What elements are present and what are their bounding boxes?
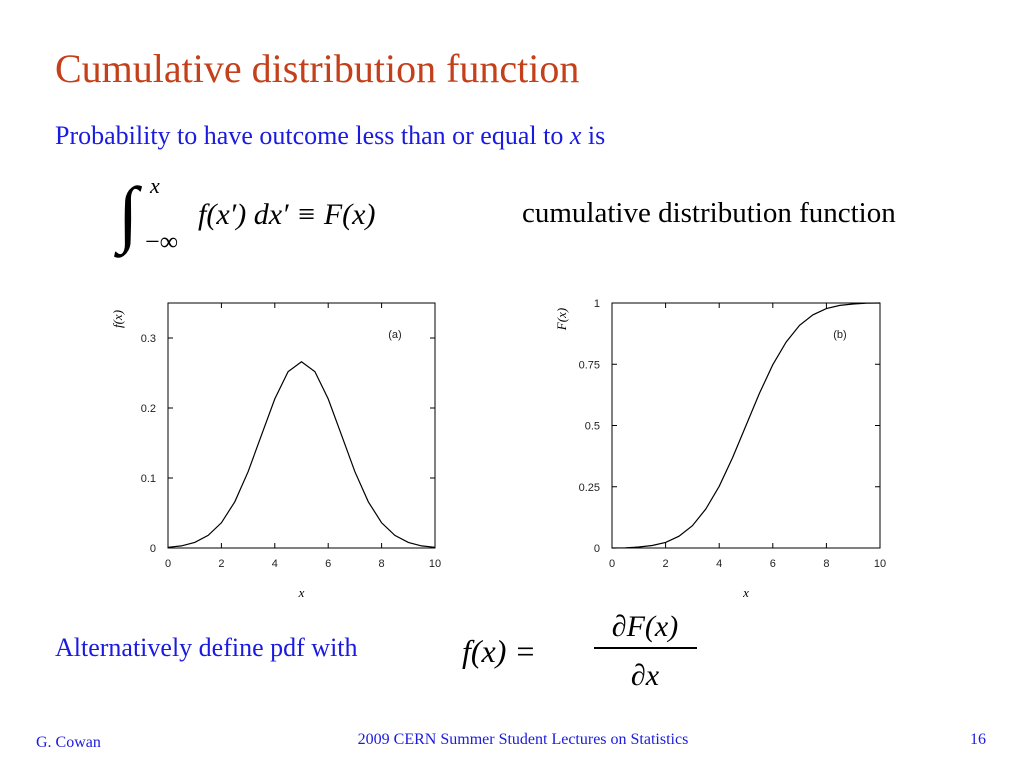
y-tick-label: 0.25 (579, 482, 600, 494)
x-axis-label: x (742, 585, 749, 600)
y-tick-label: 0.3 (141, 333, 156, 345)
panel-label: (a) (388, 329, 401, 341)
pdf-lhs: f(x) = (462, 633, 536, 669)
y-tick-label: 1 (594, 298, 600, 310)
intro-text: Probability to have outcome less than or… (55, 121, 605, 150)
footer-course: 2009 CERN Summer Student Lectures on Sta… (358, 731, 689, 748)
y-tick-label: 0.2 (141, 403, 156, 415)
footer-page: 16 (970, 731, 986, 748)
x-axis-label: x (298, 585, 305, 600)
x-tick-label: 8 (823, 558, 829, 570)
x-tick-label: 4 (716, 558, 722, 570)
alt-text: Alternatively define pdf with (55, 633, 358, 662)
x-tick-label: 2 (663, 558, 669, 570)
y-axis-label: F(x) (554, 308, 569, 331)
panel-label: (b) (833, 329, 846, 341)
integral-body: f(x′) dx′ ≡ F(x) (198, 198, 375, 231)
pdf-denominator: ∂x (631, 659, 660, 692)
intro-part: Probability to have outcome less than or… (55, 121, 570, 150)
y-tick-label: 0.75 (579, 359, 600, 371)
y-axis-label: f(x) (110, 310, 125, 328)
x-tick-label: 4 (272, 558, 278, 570)
x-tick-label: 6 (770, 558, 776, 570)
x-tick-label: 6 (325, 558, 331, 570)
integral-sign: ∫ (114, 173, 143, 258)
curve (167, 361, 436, 548)
integral-lower: −∞ (145, 227, 178, 256)
x-tick-label: 8 (379, 558, 385, 570)
y-tick-label: 0 (594, 543, 600, 555)
footer-author: G. Cowan (36, 734, 101, 751)
x-tick-label: 2 (218, 558, 224, 570)
plot-frame (167, 302, 436, 549)
x-tick-label: 0 (165, 558, 171, 570)
pdf-numerator: ∂F(x) (612, 610, 678, 643)
formula-label: cumulative distribution function (522, 197, 896, 229)
x-tick-label: 10 (874, 558, 886, 570)
y-tick-label: 0.1 (141, 473, 156, 485)
curve (611, 302, 881, 549)
y-tick-label: 0 (150, 543, 156, 555)
intro-part: is (581, 121, 605, 150)
y-tick-label: 0.5 (585, 421, 600, 433)
x-tick-label: 10 (429, 558, 441, 570)
intro-variable: x (569, 121, 582, 150)
integral-upper: x (149, 173, 160, 198)
slide-title: Cumulative distribution function (55, 46, 579, 91)
x-tick-label: 0 (609, 558, 615, 570)
